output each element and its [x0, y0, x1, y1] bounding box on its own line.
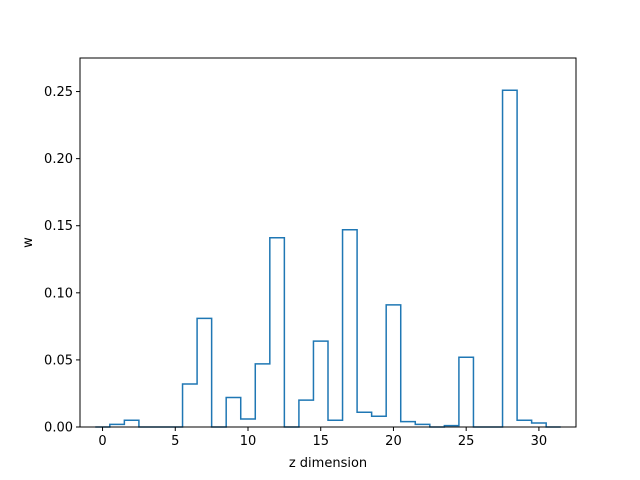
x-tick-label: 15 [312, 434, 329, 449]
x-tick-label: 20 [385, 434, 402, 449]
y-axis-ticks: 0.00 0.05 0.10 0.15 0.20 0.25 [44, 85, 80, 436]
x-axis-ticks: 0 5 10 15 20 25 30 [98, 427, 547, 449]
x-tick-label: 10 [240, 434, 257, 449]
x-tick-label: 30 [531, 434, 548, 449]
y-tick-label: 0.15 [44, 219, 73, 234]
y-tick-label: 0.10 [44, 286, 73, 301]
x-tick-label: 0 [98, 434, 106, 449]
y-axis-label: w [21, 237, 36, 248]
x-axis-label: z dimension [289, 456, 367, 471]
x-tick-label: 25 [458, 434, 475, 449]
y-tick-label: 0.25 [44, 85, 73, 100]
axes-frame [79, 57, 577, 428]
y-tick-label: 0.00 [44, 421, 73, 436]
x-tick-label: 5 [171, 434, 179, 449]
y-tick-label: 0.05 [44, 353, 73, 368]
y-tick-label: 0.20 [44, 152, 73, 167]
